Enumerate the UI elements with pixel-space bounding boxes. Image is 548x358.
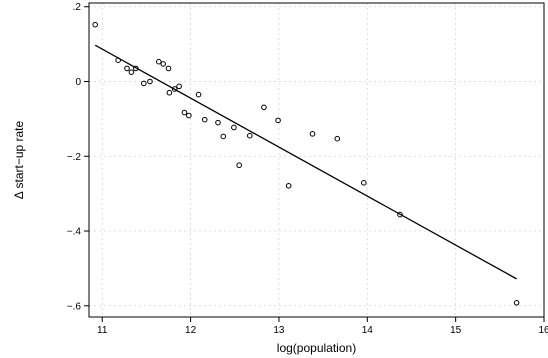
data-point xyxy=(160,61,167,67)
data-point xyxy=(231,124,237,131)
data-point xyxy=(275,117,281,124)
plot-frame xyxy=(88,2,545,318)
data-point xyxy=(334,135,341,142)
data-point xyxy=(133,65,139,72)
y-tick-label: 0 xyxy=(75,77,81,88)
data-point xyxy=(186,112,192,119)
points-layer xyxy=(92,21,520,306)
x-tick-label: 12 xyxy=(185,325,197,336)
y-tick-label: −.4 xyxy=(67,227,82,238)
data-point xyxy=(181,109,188,116)
x-tick-label: 16 xyxy=(538,325,548,336)
data-point xyxy=(261,104,267,111)
data-point xyxy=(155,58,162,65)
y-tick-label: .2 xyxy=(73,2,82,13)
y-axis: .2 0 −.2 −.4 −.6 xyxy=(67,2,89,312)
y-tick-label: −.2 xyxy=(67,152,82,163)
x-tick-label: 14 xyxy=(362,325,374,336)
data-point xyxy=(176,83,182,90)
data-point xyxy=(115,57,121,63)
y-axis-title: Δ start−up rate xyxy=(12,120,26,199)
data-point xyxy=(165,65,172,72)
x-tick-label: 15 xyxy=(450,325,462,336)
data-point xyxy=(360,180,367,186)
data-point xyxy=(166,89,173,96)
x-axis-title: log(population) xyxy=(277,341,356,355)
x-tick-label: 13 xyxy=(273,325,285,336)
y-tick-label: −.6 xyxy=(67,301,82,312)
data-point xyxy=(513,299,520,306)
data-point xyxy=(215,119,221,126)
x-tick-label: 11 xyxy=(97,325,108,336)
data-point xyxy=(147,78,153,85)
data-point xyxy=(285,182,292,189)
data-point xyxy=(124,65,130,72)
data-point xyxy=(309,131,316,137)
data-point xyxy=(246,132,253,139)
data-point xyxy=(195,91,202,98)
data-point xyxy=(397,211,403,218)
data-point xyxy=(220,133,227,140)
x-axis: 11 12 13 14 15 16 xyxy=(97,317,548,336)
data-point xyxy=(140,80,147,87)
data-point xyxy=(92,21,98,28)
data-point xyxy=(201,116,208,123)
data-point xyxy=(128,69,135,75)
data-point xyxy=(171,86,178,92)
data-point xyxy=(236,162,242,169)
grid-layer xyxy=(89,3,545,317)
fit-line xyxy=(94,44,517,280)
